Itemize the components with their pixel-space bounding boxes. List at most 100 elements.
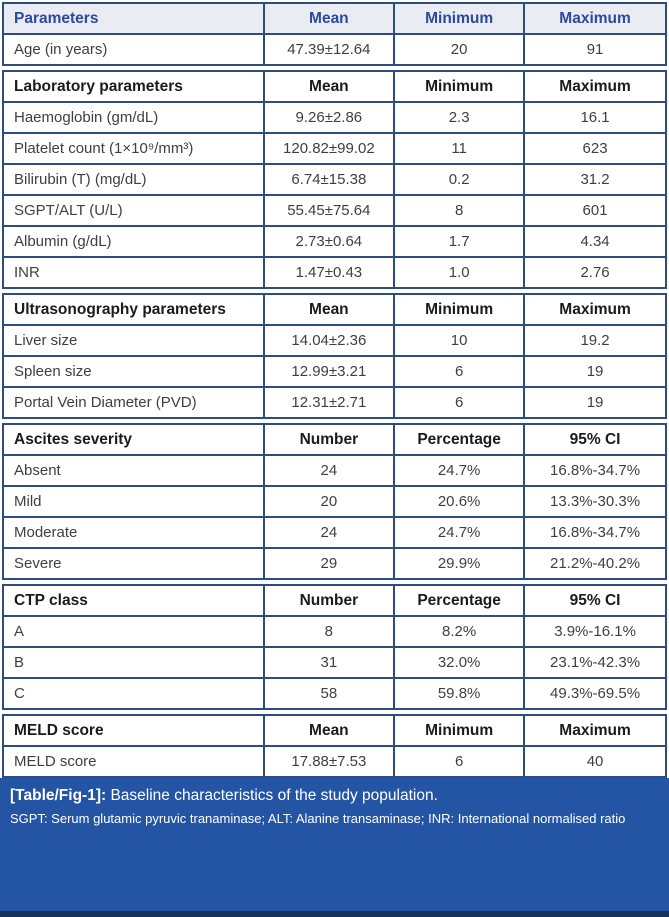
value-cell: 16.8%-34.7%	[523, 516, 667, 549]
column-header: Maximum	[523, 70, 667, 103]
value-cell: 20.6%	[393, 485, 526, 518]
section-table-laboratory: Laboratory parameters Mean Minimum Maximum H…	[2, 70, 667, 289]
value-cell: 601	[523, 194, 667, 227]
value-cell: 2.73±0.64	[262, 225, 396, 258]
row-label-cell: Age (in years)	[2, 33, 265, 66]
section-header-row: MELD score Mean Minimum Maximum	[2, 714, 667, 747]
value-cell: 10	[393, 324, 526, 357]
row-label-cell: Portal Vein Diameter (PVD)	[2, 386, 265, 419]
abbreviations-note: SGPT: Serum glutamic pyruvic tranaminase…	[10, 811, 626, 827]
column-header: 95% CI	[523, 423, 667, 456]
value-cell: 24	[262, 516, 396, 549]
value-cell: 29	[262, 547, 396, 580]
section-header-row: CTP class Number Percentage 95% CI	[2, 584, 667, 617]
value-cell: 1.47±0.43	[262, 256, 396, 289]
value-cell: 17.88±7.53	[262, 745, 396, 778]
value-cell: 9.26±2.86	[262, 101, 396, 134]
value-cell: 8	[262, 615, 396, 648]
column-header: Number	[262, 423, 396, 456]
column-header: Maximum	[523, 714, 667, 747]
column-header: 95% CI	[523, 584, 667, 617]
column-header: Minimum	[393, 70, 526, 103]
value-cell: 23.1%-42.3%	[523, 646, 667, 679]
value-cell: 24.7%	[393, 516, 526, 549]
value-cell: 31.2	[523, 163, 667, 196]
figure-caption-text: Baseline characteristics of the study po…	[110, 787, 438, 804]
column-header: Mean	[262, 714, 396, 747]
value-cell: 20	[262, 485, 396, 518]
value-cell: 19	[523, 355, 667, 388]
column-header: Number	[262, 584, 396, 617]
row-label-cell: Severe	[2, 547, 265, 580]
table-row: Haemoglobin (gm/dL) 9.26±2.86 2.3 16.1	[2, 101, 667, 134]
row-label-cell: Mild	[2, 485, 265, 518]
row-label-cell: Bilirubin (T) (mg/dL)	[2, 163, 265, 196]
section-table-demographics: Parameters Mean Minimum Maximum Age (in year…	[2, 2, 667, 66]
row-label-cell: Moderate	[2, 516, 265, 549]
row-label-cell: Spleen size	[2, 355, 265, 388]
section-table-ctp-class: CTP class Number Percentage 95% CI A 8 8.2% 3.9…	[2, 584, 667, 710]
row-label-cell: SGPT/ALT (U/L)	[2, 194, 265, 227]
value-cell: 6	[393, 386, 526, 419]
section-header-label: Ascites severity	[2, 423, 265, 456]
value-cell: 32.0%	[393, 646, 526, 679]
row-label-cell: Haemoglobin (gm/dL)	[2, 101, 265, 134]
value-cell: 49.3%-69.5%	[523, 677, 667, 710]
value-cell: 24	[262, 454, 396, 487]
table-row: Severe 29 29.9% 21.2%-40.2%	[2, 547, 667, 580]
column-header: Minimum	[393, 2, 526, 35]
caption-bar: [Table/Fig-1]: Baseline characteristics …	[0, 778, 669, 911]
section-header-label: MELD score	[2, 714, 265, 747]
section-header-row: Parameters Mean Minimum Maximum	[2, 2, 667, 35]
value-cell: 59.8%	[393, 677, 526, 710]
table-row: Albumin (g/dL) 2.73±0.64 1.7 4.34	[2, 225, 667, 258]
column-header: Maximum	[523, 293, 667, 326]
value-cell: 3.9%-16.1%	[523, 615, 667, 648]
section-header-label: CTP class	[2, 584, 265, 617]
value-cell: 6.74±15.38	[262, 163, 396, 196]
value-cell: 1.0	[393, 256, 526, 289]
value-cell: 20	[393, 33, 526, 66]
value-cell: 623	[523, 132, 667, 165]
row-label-cell: Platelet count (1×10⁹/mm³)	[2, 132, 265, 165]
value-cell: 120.82±99.02	[262, 132, 396, 165]
value-cell: 29.9%	[393, 547, 526, 580]
value-cell: 0.2	[393, 163, 526, 196]
column-header: Percentage	[393, 584, 526, 617]
table-row: INR 1.47±0.43 1.0 2.76	[2, 256, 667, 289]
table-row: Liver size 14.04±2.36 10 19.2	[2, 324, 667, 357]
table-row: C 58 59.8% 49.3%-69.5%	[2, 677, 667, 710]
row-label-cell: B	[2, 646, 265, 679]
value-cell: 16.1	[523, 101, 667, 134]
value-cell: 2.76	[523, 256, 667, 289]
figure-caption-label: [Table/Fig-1]:	[10, 787, 107, 804]
value-cell: 8.2%	[393, 615, 526, 648]
value-cell: 2.3	[393, 101, 526, 134]
value-cell: 1.7	[393, 225, 526, 258]
value-cell: 4.34	[523, 225, 667, 258]
table-row: MELD score 17.88±7.53 6 40	[2, 745, 667, 778]
column-header: Maximum	[523, 2, 667, 35]
value-cell: 12.99±3.21	[262, 355, 396, 388]
value-cell: 6	[393, 745, 526, 778]
column-header: Mean	[262, 70, 396, 103]
value-cell: 19.2	[523, 324, 667, 357]
value-cell: 91	[523, 33, 667, 66]
value-cell: 11	[393, 132, 526, 165]
section-header-label: Laboratory parameters	[2, 70, 265, 103]
column-header: Percentage	[393, 423, 526, 456]
section-table-ascites-severity: Ascites severity Number Percentage 95% CI Ab…	[2, 423, 667, 580]
value-cell: 13.3%-30.3%	[523, 485, 667, 518]
section-header-label: Parameters	[2, 2, 265, 35]
table-sections: Parameters Mean Minimum Maximum Age (in year…	[2, 2, 667, 778]
table-row: B 31 32.0% 23.1%-42.3%	[2, 646, 667, 679]
row-label-cell: Absent	[2, 454, 265, 487]
value-cell: 58	[262, 677, 396, 710]
table-row: Absent 24 24.7% 16.8%-34.7%	[2, 454, 667, 487]
column-header: Mean	[262, 293, 396, 326]
row-label-cell: A	[2, 615, 265, 648]
table-row: Bilirubin (T) (mg/dL) 6.74±15.38 0.2 31.2	[2, 163, 667, 196]
value-cell: 40	[523, 745, 667, 778]
table-row: Moderate 24 24.7% 16.8%-34.7%	[2, 516, 667, 549]
